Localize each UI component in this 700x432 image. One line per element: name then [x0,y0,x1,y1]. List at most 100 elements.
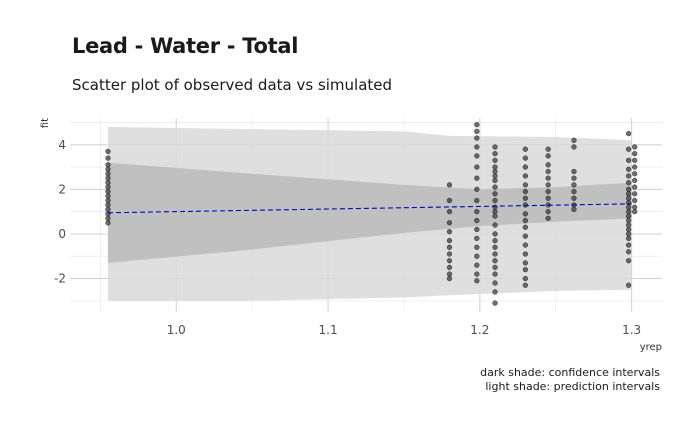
data-point [492,271,498,277]
data-point [105,148,111,155]
data-point [545,175,551,181]
fit-line-layer [107,203,632,214]
data-point [446,258,453,264]
data-point [492,197,498,204]
data-point [626,231,632,237]
points-layer [105,122,638,306]
data-point [105,175,111,181]
data-point [474,253,480,259]
fit-line [107,203,632,214]
data-point [492,177,498,184]
data-point [632,197,638,204]
data-point [522,242,528,248]
data-point [474,226,480,233]
data-point [632,184,638,190]
x-tick-label: 1.2 [470,323,489,337]
data-point [626,226,632,233]
data-point [474,262,480,268]
data-point [492,168,498,175]
data-point [545,215,551,221]
data-point [571,188,577,195]
data-point [545,195,551,201]
data-point [522,173,528,179]
data-point [522,217,528,224]
data-point [105,220,111,226]
data-point [571,206,577,213]
data-point [626,235,632,242]
data-point [626,213,632,219]
data-point [105,206,111,213]
data-point [571,182,577,188]
data-point [522,224,528,230]
data-point [474,135,480,141]
data-point [492,204,498,210]
data-point [632,177,638,184]
data-point [446,264,453,271]
data-point [105,197,111,204]
y-tick-label: 2 [58,182,66,196]
data-point [492,213,498,219]
data-point [105,171,111,177]
data-point [446,220,453,226]
data-point [492,289,498,295]
caption-prediction: light shade: prediction intervals [485,380,660,393]
data-point [522,233,528,239]
data-point [492,251,498,257]
data-point [492,264,498,271]
data-point [571,168,577,175]
data-point [571,144,577,150]
data-point [446,275,453,282]
data-point [626,222,632,228]
data-point [492,238,498,244]
data-point [446,251,453,257]
data-point [522,202,528,208]
data-point [522,146,528,152]
data-point [474,175,480,181]
data-point [632,144,638,150]
data-point [522,267,528,273]
data-point [522,282,528,288]
x-tick-label: 1.0 [167,323,186,337]
data-point [545,188,551,195]
data-point [105,162,111,168]
data-point [492,209,498,215]
data-point [545,153,551,159]
data-point [446,238,453,244]
data-point [626,195,632,201]
data-point [545,146,551,152]
data-point [626,157,632,163]
data-point [446,244,453,250]
data-point [474,271,480,277]
data-point [474,278,480,284]
data-point [105,215,111,221]
data-point [571,195,577,201]
data-point [626,209,632,215]
chart-subtitle: Scatter plot of observed data vs simulat… [72,76,393,94]
data-point [522,188,528,195]
data-point [522,275,528,282]
data-point [492,164,498,170]
data-point [626,173,632,179]
data-point [626,282,632,288]
data-point [632,191,638,197]
y-axis-label: fit [40,118,51,128]
data-point [522,155,528,161]
x-tick-label: 1.3 [622,323,641,337]
chart-title: Lead - Water - Total [72,34,299,58]
data-point [632,171,638,177]
data-point [626,217,632,224]
data-point [492,191,498,197]
data-point [632,209,638,215]
data-point [105,184,111,190]
y-tick-label: 4 [58,138,66,152]
data-point [446,182,453,188]
interval-bands [107,126,632,301]
data-point [492,258,498,264]
data-point [474,197,480,204]
data-point [626,242,632,248]
data-point [626,186,632,192]
data-point [492,157,498,163]
data-point [626,191,632,197]
